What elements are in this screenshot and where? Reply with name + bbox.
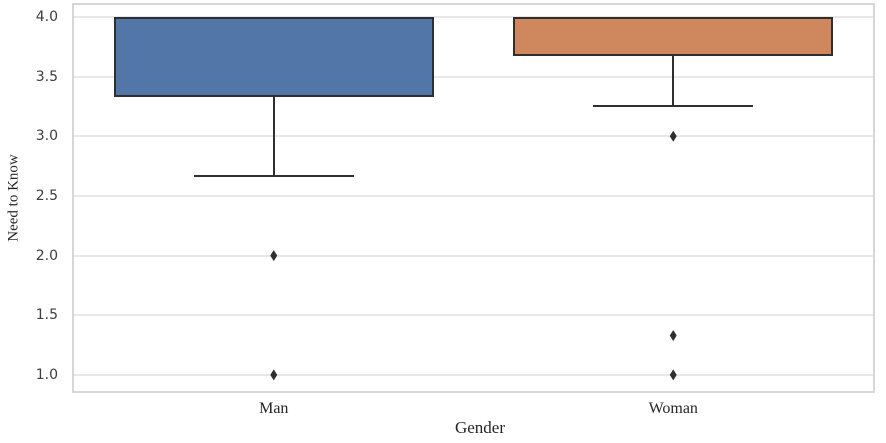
- y-tick-label: 1.5: [35, 307, 58, 324]
- y-gridline: [74, 373, 873, 376]
- x-tick-label-man: Man: [259, 400, 289, 417]
- y-gridline: [74, 135, 873, 138]
- x-axis-title: Gender: [454, 418, 506, 437]
- outlier-marker-woman: [669, 369, 677, 381]
- whisker-cap-man: [193, 174, 354, 177]
- y-tick-label: 2.0: [35, 247, 58, 264]
- outlier-marker-woman: [669, 130, 677, 142]
- outlier-marker-man: [270, 250, 278, 262]
- plot-area: [72, 3, 875, 393]
- y-gridline: [74, 75, 873, 78]
- outlier-marker-man: [270, 369, 278, 381]
- box-man: [113, 16, 434, 97]
- outlier-marker-woman: [669, 330, 677, 342]
- y-gridline: [74, 254, 873, 257]
- whisker-stem-woman: [672, 56, 675, 107]
- y-tick-label: 3.0: [35, 128, 58, 145]
- y-tick-label: 1.0: [35, 366, 58, 383]
- box-woman: [513, 16, 834, 57]
- y-gridline: [74, 194, 873, 197]
- y-gridline: [74, 15, 873, 18]
- y-tick-label: 2.5: [35, 187, 58, 204]
- y-tick-label: 3.5: [35, 68, 58, 85]
- x-tick-label-woman: Woman: [648, 400, 698, 417]
- y-tick-label: 4.0: [35, 8, 58, 25]
- whisker-stem-man: [272, 96, 275, 176]
- whisker-cap-woman: [593, 105, 754, 108]
- y-gridline: [74, 314, 873, 317]
